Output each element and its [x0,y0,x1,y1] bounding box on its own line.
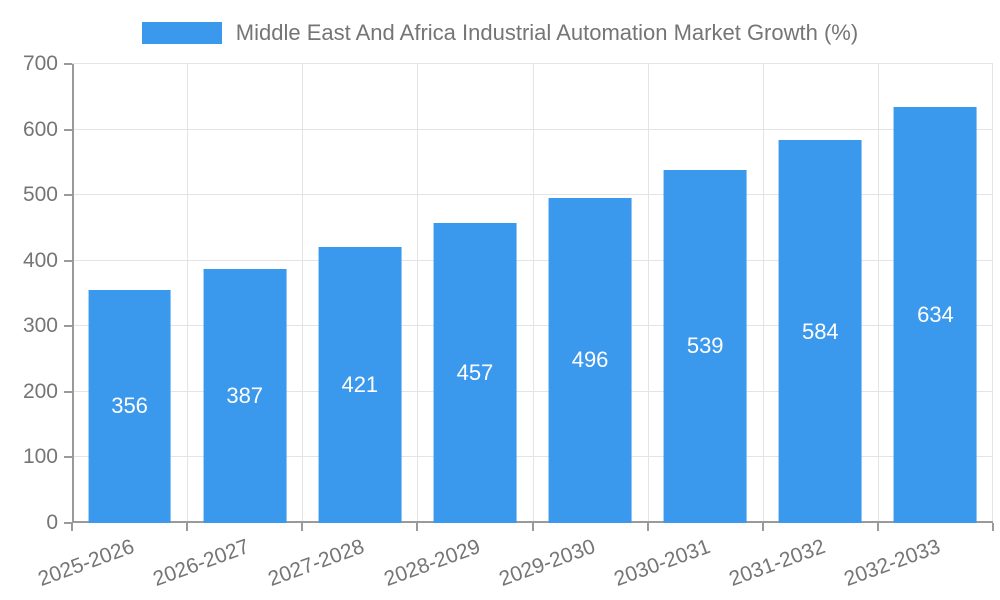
x-axis-tick [301,523,304,531]
x-tick-label: 2030-2031 [610,535,714,591]
y-tick-label: 300 [22,314,58,338]
y-axis-tick [64,325,72,328]
legend-label: Middle East And Africa Industrial Automa… [235,20,859,45]
x-axis-tick [876,523,879,531]
bar[interactable]: 356 [88,289,171,523]
x-tick-label: 2027-2028 [265,535,368,591]
x-axis-tick [71,523,73,531]
bar-slot: 387 [187,64,302,523]
x-tick-label: 2029-2030 [495,535,598,591]
bar-value-label: 387 [226,383,264,409]
gridline-vertical [992,64,993,523]
x-axis-tick [531,523,534,531]
bar-slot: 496 [533,64,648,523]
y-axis-labels: 0 100 200 300 400 500 600 700 [0,52,58,534]
gridline-vertical [647,64,649,523]
x-axis-labels: 2025-2026 2026-2027 2027-2028 2028-2029 2029… [35,523,993,600]
y-tick-label: 600 [22,117,58,141]
bar-value-label: 356 [111,393,148,419]
bar-slot: 539 [648,64,763,523]
y-tick-label: 0 [46,511,58,534]
bar[interactable]: 387 [203,269,287,523]
x-tick-label: 2032-2033 [841,535,944,591]
x-tick-label: 2028-2029 [380,535,483,591]
bar-value-label: 584 [801,318,839,344]
bar-value-label: 634 [917,302,954,328]
bar-value-label: 421 [341,371,379,397]
x-axis-tick [761,523,764,531]
bar-slot: 457 [417,64,532,523]
plot-area: 356 387 421 457 496 539 584 634 [64,63,994,531]
gridline-horizontal [72,63,993,64]
x-tick-label: 2025-2026 [35,535,138,591]
bar-slot: 356 [72,64,187,523]
bar-value-label: 496 [571,347,609,373]
legend-swatch-icon [141,22,222,44]
bar[interactable]: 634 [894,107,977,523]
x-axis-tick [186,523,189,531]
bar-slot: 634 [878,64,993,523]
bar-value-label: 457 [456,360,494,386]
y-axis-tick [64,63,72,65]
y-axis-tick [64,390,72,393]
y-axis-tick [64,522,72,524]
bar[interactable]: 539 [663,169,747,523]
y-axis-tick [64,456,72,459]
y-axis-tick [64,259,72,262]
bar[interactable]: 496 [548,197,632,523]
bar-slot: 584 [763,64,878,523]
legend-item[interactable]: Middle East And Africa Industrial Automa… [0,20,1000,46]
y-tick-label: 700 [22,52,58,75]
x-tick-label: 2026-2027 [150,535,253,591]
y-tick-label: 200 [22,379,58,403]
bar[interactable]: 584 [778,140,862,523]
gridline-vertical [762,64,764,523]
gridline-vertical [532,64,534,523]
gridline-vertical [417,64,419,523]
bar[interactable]: 421 [318,246,402,523]
bar-value-label: 539 [686,333,724,359]
y-axis-tick [64,194,72,197]
y-axis-line [72,64,74,523]
gridline-vertical [187,64,189,523]
gridline-vertical [302,64,304,523]
x-tick-label: 2031-2032 [725,535,829,591]
y-tick-label: 400 [22,248,58,272]
y-tick-label: 500 [22,183,58,207]
x-axis-line [72,521,993,523]
x-axis-tick [646,523,649,531]
y-axis-tick [64,128,72,131]
bar[interactable]: 457 [433,223,517,523]
x-axis-tick [992,523,994,531]
x-axis-tick [416,523,419,531]
y-tick-label: 100 [22,445,58,469]
bar-slot: 421 [302,64,417,523]
gridline-vertical [877,64,879,523]
